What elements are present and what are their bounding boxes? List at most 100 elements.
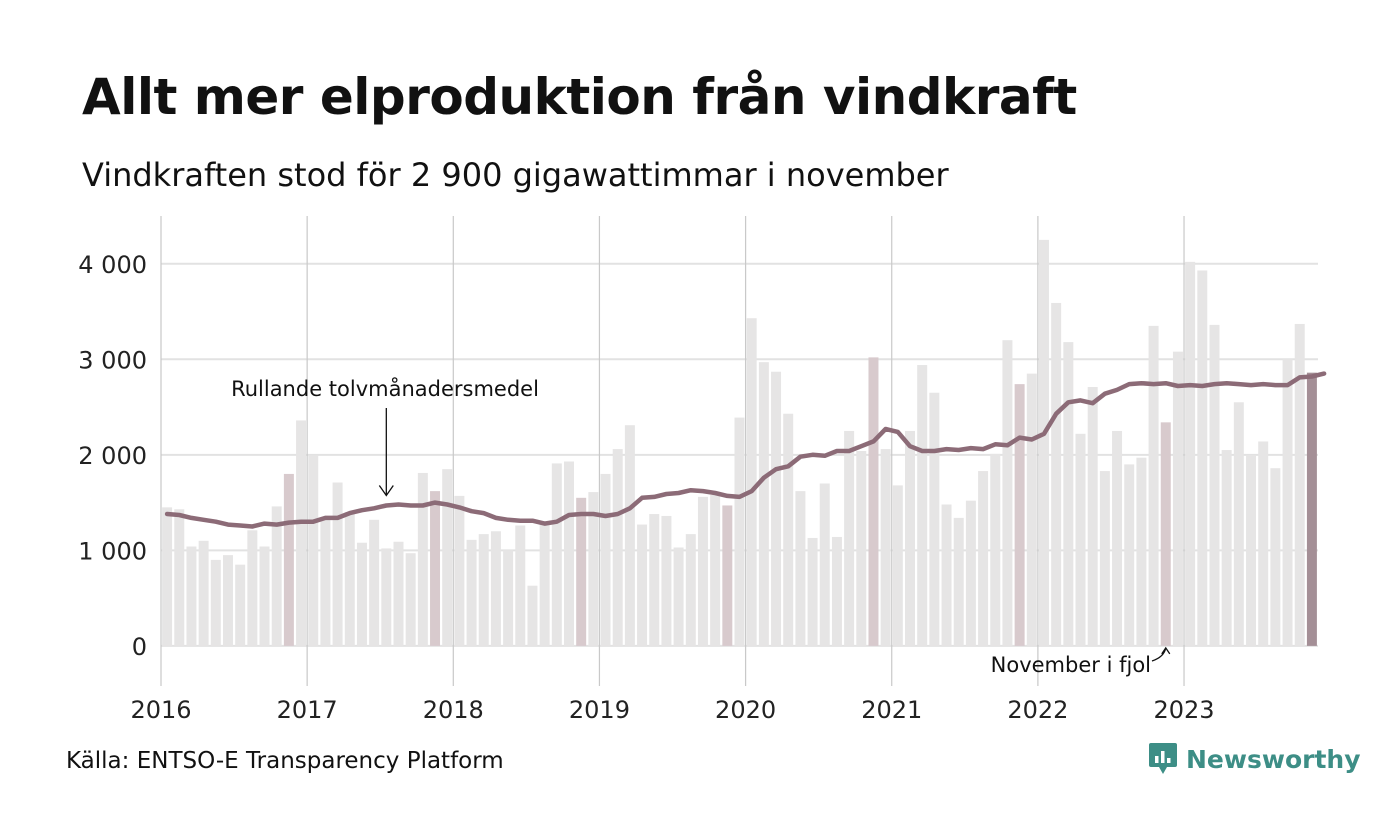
bar <box>1233 402 1244 646</box>
brand-name: Newsworthy <box>1186 744 1361 774</box>
bar <box>734 417 745 646</box>
bar <box>162 507 173 646</box>
bar <box>308 455 319 646</box>
bar <box>186 546 197 646</box>
bar <box>235 564 246 646</box>
bar <box>1172 351 1183 646</box>
bar <box>637 524 648 646</box>
newsworthy-logo: Newsworthy <box>1148 742 1361 776</box>
bar <box>1221 450 1232 646</box>
bar <box>247 530 258 646</box>
y-tick-label: 4 000 <box>78 251 147 279</box>
bar <box>844 430 855 646</box>
bar <box>1026 373 1037 646</box>
bar <box>831 536 842 646</box>
bar <box>490 531 501 646</box>
bar <box>430 491 441 646</box>
x-tick-label: 2020 <box>715 696 776 724</box>
bar <box>198 540 209 646</box>
bar <box>856 451 867 646</box>
bar <box>527 585 538 646</box>
bar <box>1209 324 1220 646</box>
bar <box>990 453 1001 646</box>
bar <box>405 553 416 646</box>
bar <box>344 512 355 646</box>
bar <box>1002 340 1013 646</box>
bar <box>1099 471 1110 646</box>
bar <box>941 504 952 646</box>
chart-subtitle: Vindkraften stod för 2 900 gigawattimmar… <box>82 156 949 194</box>
bar <box>697 496 708 646</box>
bar <box>1197 270 1208 646</box>
bar <box>758 362 769 646</box>
bar <box>710 494 721 646</box>
annotation-arrowhead <box>1161 646 1171 655</box>
bar <box>174 509 185 646</box>
bar <box>1087 386 1098 646</box>
bar <box>417 472 428 646</box>
bar <box>649 514 660 646</box>
bar <box>1063 342 1074 646</box>
bar <box>1160 422 1171 646</box>
bar <box>661 515 672 646</box>
bar <box>929 392 940 646</box>
bar <box>1014 384 1025 646</box>
bar <box>1282 359 1293 646</box>
source-note: Källa: ENTSO-E Transparency Platform <box>66 748 504 774</box>
y-tick-label: 2 000 <box>78 442 147 470</box>
bar <box>1258 441 1269 646</box>
rolling-average-line <box>164 371 1327 529</box>
bar <box>624 425 635 646</box>
chart-title: Allt mer elproduktion från vindkraft <box>82 68 1077 126</box>
bar <box>1136 457 1147 646</box>
bar <box>503 550 514 646</box>
bar <box>1246 454 1257 646</box>
bar <box>296 420 307 646</box>
bar <box>1306 372 1317 646</box>
bar <box>320 517 331 646</box>
bar <box>783 413 794 646</box>
x-tick-label: 2019 <box>569 696 630 724</box>
bar <box>953 517 964 646</box>
x-tick-label: 2017 <box>277 696 338 724</box>
bar <box>1038 239 1049 646</box>
x-tick-label: 2022 <box>1007 696 1068 724</box>
bar <box>466 539 477 646</box>
november-last-year-annotation: November i fjol <box>991 653 1151 677</box>
y-tick-label: 0 <box>132 633 147 661</box>
bar <box>1124 464 1135 646</box>
y-tick-label: 1 000 <box>78 537 147 565</box>
bar <box>807 537 818 646</box>
bar <box>515 525 526 646</box>
rolling-average-annotation: Rullande tolvmånadersmedel <box>231 376 539 401</box>
bar <box>442 469 453 646</box>
bar <box>819 483 830 646</box>
bar <box>746 318 757 646</box>
bar <box>612 449 623 646</box>
bar <box>381 548 392 646</box>
bar <box>564 461 574 646</box>
y-tick-label: 3 000 <box>78 346 147 374</box>
bar <box>222 555 233 646</box>
bar <box>393 541 404 646</box>
bar <box>685 534 696 646</box>
bar <box>1270 468 1281 646</box>
bar <box>539 523 550 646</box>
bar <box>332 482 343 646</box>
bar <box>917 365 928 646</box>
annotation-arrowhead <box>378 485 394 497</box>
bar <box>356 542 367 646</box>
bar <box>722 505 733 646</box>
bar <box>868 357 879 646</box>
bar <box>369 519 380 646</box>
bar <box>1185 261 1196 646</box>
bar <box>283 473 294 646</box>
bar <box>771 371 782 646</box>
bar <box>1148 325 1159 646</box>
bar <box>588 492 599 646</box>
bar <box>1112 430 1123 646</box>
newsworthy-logo-icon <box>1149 743 1177 774</box>
x-tick-label: 2021 <box>861 696 922 724</box>
bar <box>978 471 989 646</box>
